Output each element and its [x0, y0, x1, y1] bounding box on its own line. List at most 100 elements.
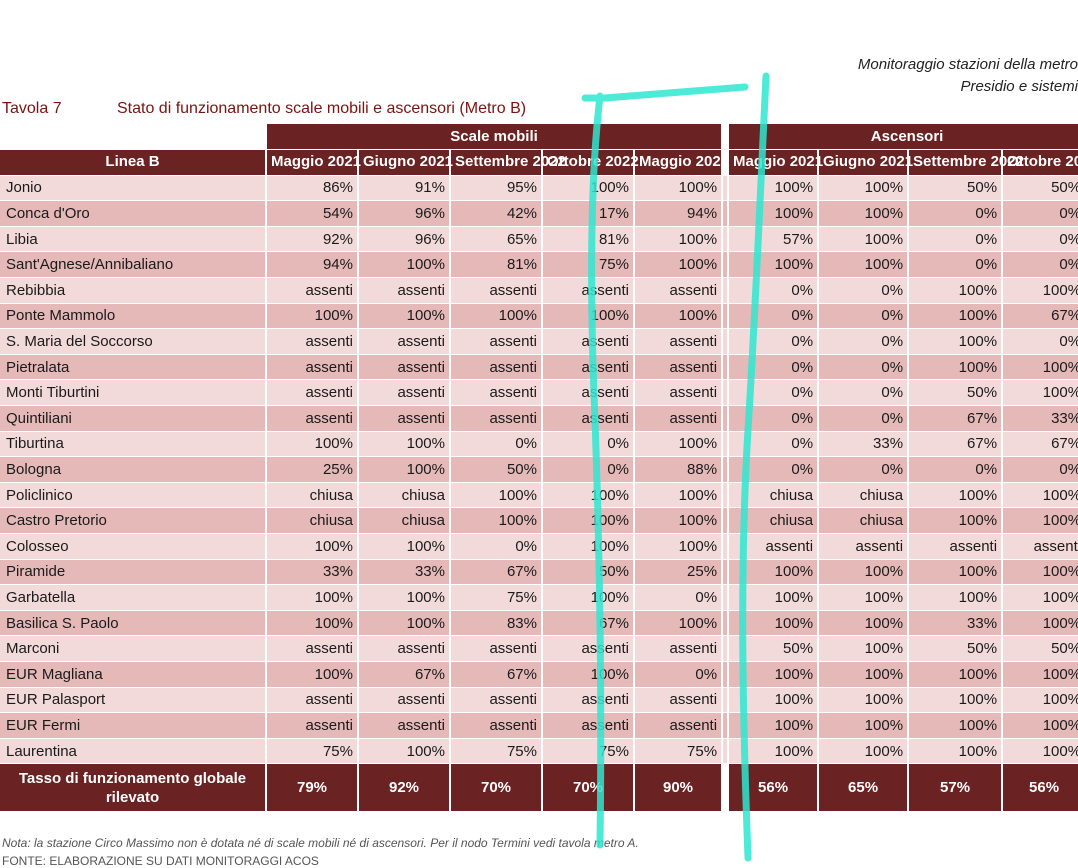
- table-row: Laurentina 75% 100% 75% 75% 75% 100% 100% 100% 10…: [0, 738, 1078, 765]
- station-name: Castro Pretorio: [0, 507, 267, 534]
- escalator-cell: 100%: [450, 303, 543, 330]
- elevator-cell: 0%: [818, 405, 910, 432]
- footnote: Nota: la stazione Circo Massimo non è do…: [2, 836, 639, 850]
- escalator-cell: assenti: [450, 277, 543, 304]
- station-name: Quintiliani: [0, 405, 267, 432]
- escalator-cell: 100%: [450, 507, 543, 534]
- table-body: Jonio86%91%95%100%100%100%100%50%50%Conc…: [0, 175, 1078, 813]
- elevator-cell: 0%: [908, 456, 1004, 483]
- escalator-cell: 100%: [542, 507, 635, 534]
- station-name: Tiburtina: [0, 431, 267, 458]
- escalator-cell: 67%: [450, 661, 543, 688]
- elevator-cell: 100%: [818, 251, 910, 279]
- table-row: Castro Pretorio chiusa chiusa 100% 100% 100% c…: [0, 507, 1078, 534]
- escalator-cell: 0%: [542, 456, 635, 483]
- elevator-cell: 100%: [818, 200, 910, 227]
- elevator-cell: 100%: [728, 738, 820, 765]
- escalator-cell: assenti: [450, 328, 543, 355]
- elevator-cell: 100%: [728, 559, 820, 586]
- station-name: Policlinico: [0, 482, 267, 509]
- elevator-cell: 0%: [908, 251, 1004, 279]
- elevator-cell: 50%: [1002, 175, 1078, 202]
- station-name: Monti Tiburtini: [0, 379, 267, 407]
- escalator-cell: assenti: [358, 277, 451, 304]
- total-elevator-cell: 56%: [728, 763, 820, 813]
- elevator-cell: 100%: [818, 661, 910, 688]
- report-header-line2: Presidio e sistemi: [960, 78, 1078, 95]
- escalator-cell: assenti: [634, 277, 724, 304]
- group-header-escalators: Scale mobili: [266, 124, 724, 151]
- escalator-cell: assenti: [542, 328, 635, 355]
- elevator-cell: 0%: [908, 200, 1004, 227]
- table-row: Marconi assenti assenti assenti assenti assen…: [0, 635, 1078, 662]
- escalator-cell: chiusa: [266, 482, 359, 509]
- elevator-cell: assenti: [1002, 533, 1078, 560]
- table-row: Quintiliani assenti assenti assenti assenti a…: [0, 405, 1078, 432]
- table-row: Rebibbia assenti assenti assenti assenti asse…: [0, 277, 1078, 304]
- elevator-cell: 100%: [908, 277, 1004, 304]
- elevator-cell: 0%: [728, 354, 820, 381]
- col-header-escalator: Maggio 2025: [634, 149, 729, 176]
- elevator-cell: 100%: [1002, 610, 1078, 637]
- escalator-cell: 17%: [542, 200, 635, 227]
- station-name: Ponte Mammolo: [0, 303, 267, 330]
- total-row: Tasso di funzionamento globale rilevato 7…: [0, 763, 1078, 813]
- elevator-cell: 100%: [908, 738, 1004, 765]
- elevator-cell: assenti: [818, 533, 910, 560]
- group-header-elevators: Ascensori: [728, 124, 1078, 151]
- elevator-cell: 50%: [908, 175, 1004, 202]
- escalator-cell: 91%: [358, 175, 451, 202]
- station-name: EUR Palasport: [0, 687, 267, 714]
- escalator-cell: 100%: [358, 303, 451, 330]
- escalator-cell: assenti: [450, 687, 543, 714]
- col-header-escalator: Ottobre 2022: [542, 149, 639, 176]
- escalator-cell: chiusa: [266, 507, 359, 534]
- station-name: Laurentina: [0, 738, 267, 765]
- escalator-cell: 100%: [634, 226, 724, 253]
- elevator-cell: 0%: [818, 354, 910, 381]
- escalator-cell: 100%: [634, 303, 724, 330]
- escalator-cell: assenti: [266, 328, 359, 355]
- elevator-cell: 100%: [818, 687, 910, 714]
- escalator-cell: assenti: [542, 379, 635, 407]
- escalator-cell: 50%: [450, 456, 543, 483]
- elevator-cell: 100%: [818, 175, 910, 202]
- table-row: Monti Tiburtini assenti assenti assenti asse…: [0, 379, 1078, 407]
- escalator-cell: assenti: [542, 635, 635, 662]
- escalator-cell: 100%: [542, 533, 635, 560]
- table-row: Sant'Agnese/Annibaliano 94% 100% 81% 75% 100%…: [0, 251, 1078, 279]
- total-escalator-cell: 90%: [634, 763, 724, 813]
- elevator-cell: 0%: [728, 405, 820, 432]
- escalator-cell: 54%: [266, 200, 359, 227]
- escalator-cell: assenti: [358, 687, 451, 714]
- elevator-cell: 100%: [818, 226, 910, 253]
- escalator-cell: 94%: [266, 251, 359, 279]
- elevator-cell: 0%: [908, 226, 1004, 253]
- escalator-cell: 67%: [450, 559, 543, 586]
- escalator-cell: 75%: [266, 738, 359, 765]
- elevator-cell: 0%: [1002, 226, 1078, 253]
- elevator-cell: 0%: [1002, 456, 1078, 483]
- escalator-cell: assenti: [634, 405, 724, 432]
- col-header-elevator: Ottobre 2022: [1002, 149, 1078, 176]
- elevator-cell: 100%: [818, 584, 910, 611]
- elevator-cell: 100%: [818, 635, 910, 662]
- elevator-cell: chiusa: [818, 482, 910, 509]
- escalator-cell: 0%: [634, 584, 724, 611]
- escalator-cell: chiusa: [358, 507, 451, 534]
- col-header-escalator: Giugno 2021: [358, 149, 453, 176]
- escalator-cell: 100%: [542, 303, 635, 330]
- elevator-cell: 50%: [908, 635, 1004, 662]
- escalator-cell: 100%: [634, 482, 724, 509]
- column-header-row: Linea B Maggio 2021 Giugno 2021 Settembre …: [0, 149, 1078, 176]
- escalator-cell: assenti: [450, 635, 543, 662]
- elevator-cell: 100%: [1002, 277, 1078, 304]
- elevator-cell: 0%: [728, 303, 820, 330]
- escalator-cell: 75%: [542, 738, 635, 765]
- table-row: Ponte Mammolo 100% 100% 100% 100% 100% 0% 0% 100…: [0, 303, 1078, 330]
- escalator-cell: 100%: [542, 661, 635, 688]
- escalator-cell: 83%: [450, 610, 543, 637]
- table-row: Colosseo 100% 100% 0% 100% 100% assenti assenti…: [0, 533, 1078, 560]
- elevator-cell: 33%: [908, 610, 1004, 637]
